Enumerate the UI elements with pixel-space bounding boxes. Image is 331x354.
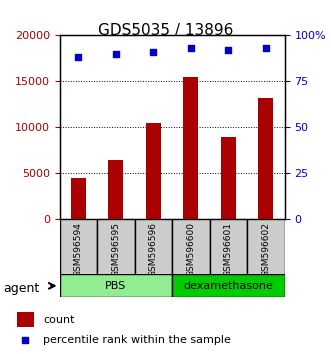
FancyBboxPatch shape — [172, 219, 210, 276]
Text: PBS: PBS — [105, 281, 126, 291]
Text: GSM596594: GSM596594 — [74, 222, 83, 277]
FancyBboxPatch shape — [60, 274, 172, 297]
Text: GDS5035 / 13896: GDS5035 / 13896 — [98, 23, 233, 38]
Bar — [221, 137, 236, 219]
Point — [76, 55, 81, 60]
Point — [113, 51, 118, 57]
Text: GSM596596: GSM596596 — [149, 222, 158, 277]
Point — [244, 230, 249, 235]
Point — [151, 49, 156, 55]
Text: GSM596600: GSM596600 — [186, 222, 195, 277]
Bar — [146, 123, 161, 219]
Bar — [183, 77, 198, 219]
FancyBboxPatch shape — [60, 219, 97, 276]
FancyBboxPatch shape — [135, 219, 172, 276]
Bar — [71, 178, 86, 219]
Text: GSM596601: GSM596601 — [224, 222, 233, 277]
Text: GSM596602: GSM596602 — [261, 222, 270, 277]
FancyBboxPatch shape — [172, 274, 285, 297]
Bar — [259, 98, 273, 219]
Text: count: count — [43, 315, 75, 325]
Point — [263, 45, 268, 51]
Text: percentile rank within the sample: percentile rank within the sample — [43, 335, 231, 345]
Text: GSM596595: GSM596595 — [111, 222, 120, 277]
FancyBboxPatch shape — [247, 219, 285, 276]
Text: dexamethasone: dexamethasone — [183, 281, 273, 291]
Bar — [108, 160, 123, 219]
Point — [226, 47, 231, 53]
Text: agent: agent — [3, 282, 40, 295]
Bar — [17, 312, 34, 327]
FancyBboxPatch shape — [210, 219, 247, 276]
Point — [188, 45, 194, 51]
FancyBboxPatch shape — [97, 219, 135, 276]
